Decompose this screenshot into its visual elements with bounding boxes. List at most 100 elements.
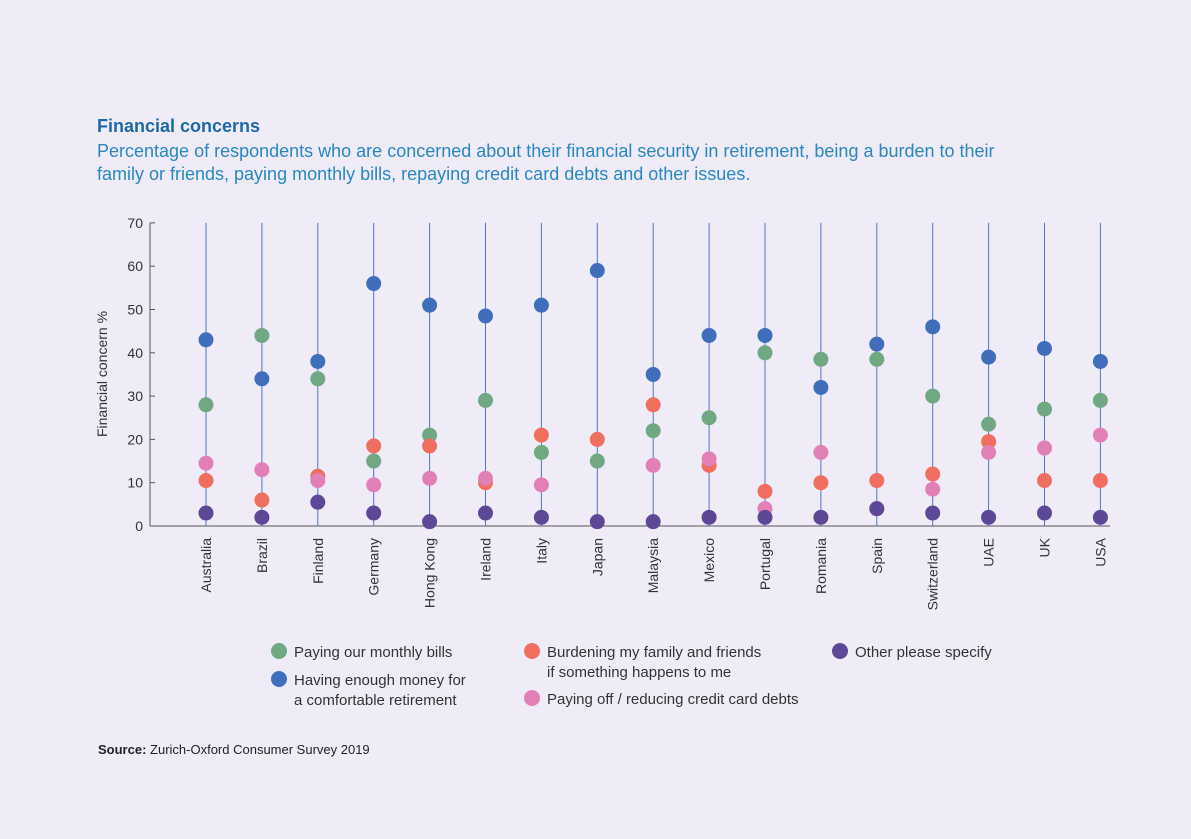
y-tick-label: 50 bbox=[127, 302, 143, 318]
data-point bbox=[589, 453, 605, 469]
data-point bbox=[1037, 401, 1052, 417]
data-point bbox=[981, 416, 997, 432]
data-point bbox=[366, 276, 382, 292]
y-tick-label: 0 bbox=[135, 518, 143, 534]
legend-dot-burdening-family bbox=[524, 643, 540, 659]
legend-dot-retirement bbox=[271, 671, 287, 687]
data-point bbox=[757, 483, 773, 499]
data-point bbox=[533, 427, 549, 443]
data-point bbox=[366, 438, 382, 454]
x-tick-label: Mexico bbox=[701, 538, 717, 583]
y-tick-label: 20 bbox=[127, 431, 143, 447]
data-point bbox=[478, 505, 493, 521]
chart-title: Financial concerns bbox=[97, 116, 261, 136]
data-point bbox=[645, 423, 661, 439]
data-point bbox=[813, 475, 829, 491]
legend-label-other: Other please specify bbox=[855, 644, 992, 661]
x-tick-label: Ireland bbox=[478, 538, 494, 581]
legend-item-credit-card: Paying off / reducing credit card debts bbox=[524, 690, 799, 710]
y-tick-label: 70 bbox=[127, 215, 143, 231]
data-point bbox=[254, 492, 270, 508]
x-tick-label: UAE bbox=[981, 538, 997, 567]
data-point bbox=[198, 397, 214, 413]
data-point bbox=[198, 332, 214, 348]
data-point bbox=[422, 297, 438, 313]
data-point bbox=[981, 349, 997, 365]
data-point bbox=[1037, 440, 1052, 456]
data-point bbox=[981, 444, 997, 460]
x-tick-label: Japan bbox=[589, 538, 605, 576]
y-tick-label: 30 bbox=[127, 388, 143, 404]
data-point bbox=[925, 466, 941, 482]
x-tick-label: Switzerland bbox=[925, 538, 941, 610]
data-point bbox=[869, 351, 885, 367]
data-point bbox=[478, 470, 493, 486]
data-point bbox=[869, 501, 885, 517]
data-point bbox=[1092, 427, 1108, 443]
data-point bbox=[925, 481, 941, 497]
x-tick-label: Malaysia bbox=[645, 538, 661, 593]
data-point bbox=[701, 327, 717, 343]
data-point bbox=[366, 505, 382, 521]
data-point bbox=[366, 477, 382, 493]
data-point bbox=[533, 477, 549, 493]
data-point bbox=[366, 453, 382, 469]
x-tick-label: UK bbox=[1037, 537, 1053, 557]
x-tick-label: Australia bbox=[198, 538, 214, 593]
data-point bbox=[478, 308, 493, 324]
legend-label-credit-card: Paying off / reducing credit card debts bbox=[547, 691, 799, 708]
data-point bbox=[254, 371, 270, 387]
data-point bbox=[254, 327, 270, 343]
data-point bbox=[422, 470, 438, 486]
data-point bbox=[701, 410, 717, 426]
legend-label-burdening-family: Burdening my family and friends if somet… bbox=[547, 644, 762, 681]
data-point bbox=[1092, 392, 1108, 408]
chart-subtitle: Percentage of respondents who are concer… bbox=[97, 141, 995, 184]
x-tick-label: Finland bbox=[310, 538, 326, 584]
legend-item-retirement: Having enough money for a comfortable re… bbox=[271, 671, 466, 711]
data-point bbox=[1092, 353, 1108, 369]
data-point bbox=[757, 345, 773, 361]
legend-dot-credit-card bbox=[524, 690, 540, 706]
x-tick-label: Italy bbox=[533, 538, 549, 564]
data-point bbox=[645, 514, 661, 530]
legend-item-monthly-bills: Paying our monthly bills bbox=[271, 643, 452, 663]
data-point bbox=[198, 473, 214, 489]
data-point bbox=[1092, 473, 1108, 489]
data-point bbox=[422, 427, 438, 443]
y-tick-label: 40 bbox=[127, 345, 143, 361]
data-point bbox=[981, 434, 997, 450]
x-tick-label: Spain bbox=[869, 538, 885, 574]
source-label: Source: bbox=[98, 742, 147, 757]
data-point bbox=[198, 455, 214, 471]
data-point bbox=[757, 509, 773, 525]
data-point bbox=[925, 319, 941, 335]
data-point bbox=[589, 263, 605, 279]
data-point bbox=[813, 444, 829, 460]
x-tick-label: Portugal bbox=[757, 538, 773, 590]
data-point bbox=[813, 351, 829, 367]
data-point bbox=[310, 473, 326, 489]
source-text: Zurich-Oxford Consumer Survey 2019 bbox=[146, 742, 370, 757]
data-point bbox=[701, 451, 717, 467]
y-tick-label: 10 bbox=[127, 475, 143, 491]
data-point bbox=[645, 397, 661, 413]
data-point bbox=[925, 505, 941, 521]
data-point bbox=[198, 505, 214, 521]
data-point bbox=[645, 457, 661, 473]
data-point bbox=[254, 509, 270, 525]
x-tick-label: USA bbox=[1092, 537, 1108, 566]
data-point bbox=[925, 388, 941, 404]
data-point bbox=[869, 336, 885, 352]
data-point bbox=[869, 473, 885, 489]
data-point bbox=[1092, 509, 1108, 525]
data-point bbox=[422, 514, 438, 530]
x-tick-label: Germany bbox=[366, 538, 382, 596]
y-tick-label: 60 bbox=[127, 258, 143, 274]
data-point bbox=[254, 462, 270, 478]
data-point bbox=[1037, 505, 1052, 521]
data-point bbox=[310, 353, 326, 369]
source-note: Source: Zurich-Oxford Consumer Survey 20… bbox=[98, 742, 370, 757]
legend-dot-monthly-bills bbox=[271, 643, 287, 659]
